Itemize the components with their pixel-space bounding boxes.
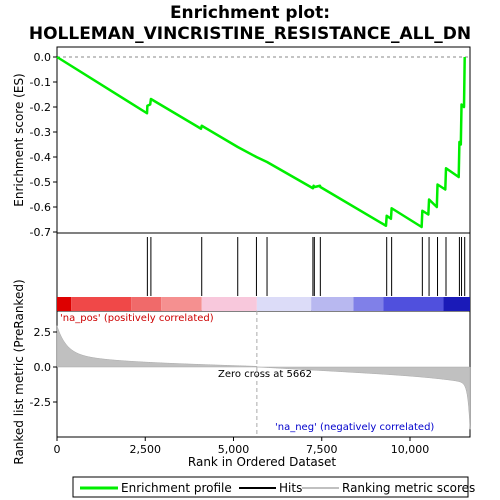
heat-band-segment bbox=[353, 297, 384, 311]
metric-y-tick-label: 0.0 bbox=[34, 361, 52, 374]
chart-title-line1: Enrichment plot: bbox=[170, 3, 330, 23]
es-y-tick-label: -0.6 bbox=[30, 201, 51, 214]
ranking-metric-area: 2.5 0.0 -2.5 bbox=[30, 311, 471, 437]
heat-band-segment bbox=[57, 297, 72, 311]
ranked-list-heatmap-band bbox=[57, 297, 470, 311]
x-tick-label: 10,000 bbox=[391, 443, 430, 456]
heat-band-segment bbox=[131, 297, 162, 311]
x-axis: 0 2,500 5,000 7,500 10,000 bbox=[54, 437, 430, 456]
heat-band-segment bbox=[71, 297, 132, 311]
zero-cross-label: Zero cross at 5662 bbox=[218, 369, 312, 380]
es-y-tick-label: -0.4 bbox=[30, 151, 51, 164]
ranking-metric-fill bbox=[56, 325, 471, 430]
heat-band-segment bbox=[311, 297, 354, 311]
neg-correlated-label: 'na_neg' (negatively correlated) bbox=[275, 422, 434, 433]
metric-y-tick-label: -2.5 bbox=[30, 396, 51, 409]
heat-band-segment bbox=[383, 297, 444, 311]
x-tick-label: 5,000 bbox=[218, 443, 250, 456]
heat-band-segment bbox=[161, 297, 202, 311]
legend: Enrichment profile Hits Ranking metric s… bbox=[72, 476, 475, 498]
es-axis: 0.0 -0.1 -0.2 -0.3 -0.4 -0.5 -0.6 -0.7 bbox=[30, 51, 57, 239]
es-y-tick-label: -0.7 bbox=[30, 226, 51, 239]
heat-band-segment bbox=[443, 297, 470, 311]
es-y-tick-label: -0.3 bbox=[30, 126, 51, 139]
pos-correlated-label: 'na_pos' (positively correlated) bbox=[60, 313, 214, 324]
legend-enrichment-label: Enrichment profile bbox=[121, 481, 232, 495]
legend-hits-label: Hits bbox=[279, 481, 302, 495]
heat-band-segment bbox=[201, 297, 257, 311]
enrichment-profile-line bbox=[56, 55, 470, 229]
x-tick-label: 0 bbox=[54, 443, 61, 456]
es-y-tick-label: -0.5 bbox=[30, 176, 51, 189]
x-tick-label: 7,500 bbox=[306, 443, 338, 456]
es-y-tick-label: -0.2 bbox=[30, 101, 51, 114]
chart-title-line2: HOLLEMAN_VINCRISTINE_RESISTANCE_ALL_DN bbox=[29, 24, 471, 44]
hit-markers bbox=[146, 237, 466, 296]
heat-band-segment bbox=[256, 297, 312, 311]
x-axis-label: Rank in Ordered Dataset bbox=[188, 455, 336, 469]
x-tick-label: 2,500 bbox=[129, 443, 161, 456]
metric-y-axis-label: Ranked list metric (PreRanked) bbox=[12, 279, 26, 464]
es-y-axis-label: Enrichment score (ES) bbox=[12, 73, 26, 206]
es-y-tick-label: 0.0 bbox=[34, 51, 52, 64]
metric-y-tick-label: 2.5 bbox=[34, 326, 52, 339]
legend-metric-label: Ranking metric scores bbox=[342, 481, 475, 495]
es-panel-frame bbox=[56, 46, 471, 234]
es-y-tick-label: -0.1 bbox=[30, 76, 51, 89]
es-series-line bbox=[56, 55, 466, 229]
